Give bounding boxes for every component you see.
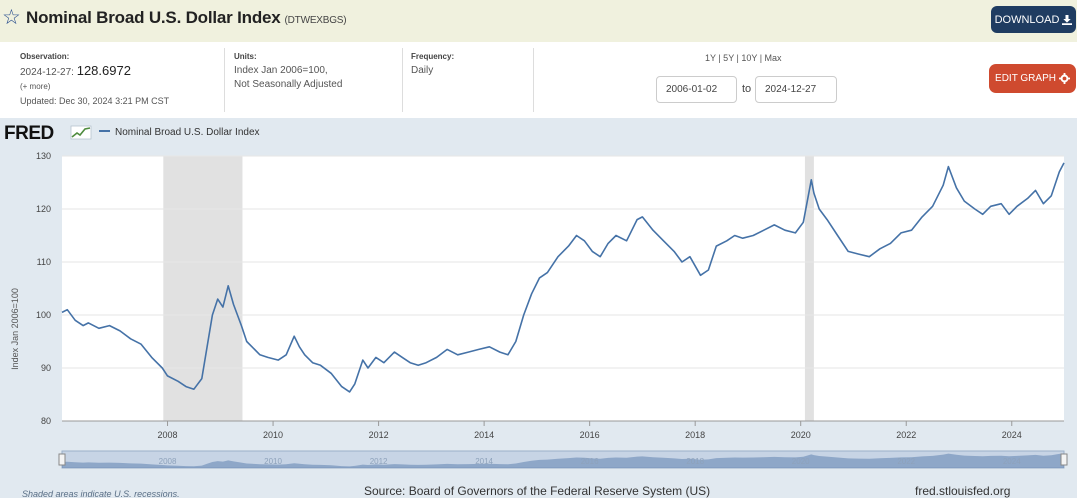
observation-block: Observation: 2024-12-27: 128.6972 (+ mor… bbox=[20, 50, 169, 108]
chart-svg: FRED Nominal Broad U.S. Dollar Index Ind… bbox=[4, 123, 1068, 499]
legend-label: Nominal Broad U.S. Dollar Index bbox=[115, 127, 260, 138]
x-tick-label: 2022 bbox=[896, 430, 916, 440]
navigator-tick-label: 2018 bbox=[686, 457, 704, 466]
navigator-tick-label: 2020 bbox=[792, 457, 810, 466]
observation-label: Observation: bbox=[20, 52, 70, 61]
units-line-2: Not Seasonally Adjusted bbox=[234, 79, 343, 90]
x-tick-label: 2012 bbox=[369, 430, 389, 440]
download-label: DOWNLOAD bbox=[994, 13, 1060, 26]
navigator-area bbox=[62, 453, 1064, 468]
navigator-tick-label: 2008 bbox=[159, 457, 177, 466]
updated-text: Updated: Dec 30, 2024 3:21 PM CST bbox=[20, 96, 170, 106]
start-date-input[interactable]: 2006-01-02 bbox=[656, 76, 737, 103]
chart-area: FRED Nominal Broad U.S. Dollar Index Ind… bbox=[0, 118, 1077, 499]
series-id: (DTWEXBGS) bbox=[284, 15, 347, 26]
units-line-1: Index Jan 2006=100, bbox=[234, 65, 328, 76]
fred-logo-graph-line bbox=[71, 127, 91, 138]
fred-logo: FRED bbox=[4, 123, 92, 144]
observation-date: 2024-12-27: bbox=[20, 67, 74, 78]
edit-graph-label: EDIT GRAPH bbox=[995, 73, 1056, 84]
title-bar: ☆ Nominal Broad U.S. Dollar Index (DTWEXB… bbox=[0, 0, 1077, 42]
y-axis-label: Index Jan 2006=100 bbox=[10, 288, 20, 370]
x-tick-label: 2010 bbox=[263, 430, 283, 440]
x-tick-label: 2016 bbox=[580, 430, 600, 440]
to-label: to bbox=[742, 83, 752, 95]
fred-logo-text: FRED bbox=[4, 123, 54, 144]
range-navigator[interactable]: 2008 2010 2012 2014 2016 2018 2020 2022 2024 bbox=[58, 450, 1068, 469]
more-link[interactable]: (+ more) bbox=[20, 82, 51, 91]
gear-icon bbox=[1058, 73, 1070, 84]
units-block: Units: Index Jan 2006=100, Not Seasonall… bbox=[224, 48, 342, 112]
series-info-panel: Observation: 2024-12-27: 128.6972 (+ mor… bbox=[0, 42, 1077, 118]
frequency-block: Frequency: Daily bbox=[402, 48, 454, 112]
download-icon bbox=[1062, 14, 1073, 25]
frequency-label: Frequency: bbox=[411, 52, 455, 61]
y-tick-label: 110 bbox=[37, 257, 51, 267]
x-tick-label: 2014 bbox=[474, 430, 494, 440]
site-link[interactable]: fred.stlouisfed.org bbox=[915, 484, 1010, 498]
navigator-right-handle[interactable] bbox=[1060, 453, 1068, 466]
navigator-tick-label: 2016 bbox=[581, 457, 599, 466]
frequency-value: Daily bbox=[411, 65, 434, 76]
y-tick-label: 80 bbox=[41, 416, 51, 426]
navigator-tick-label: 2012 bbox=[370, 457, 388, 466]
range-options[interactable]: 1Y | 5Y | 10Y | Max bbox=[705, 53, 782, 63]
x-tick-label: 2008 bbox=[158, 430, 178, 440]
source-text: Source: Board of Governors of the Federa… bbox=[364, 484, 710, 498]
download-button[interactable]: DOWNLOAD bbox=[991, 6, 1076, 33]
x-tick-label: 2018 bbox=[685, 430, 705, 440]
x-tick-label: 2020 bbox=[791, 430, 811, 440]
navigator-tick-label: 2022 bbox=[897, 457, 915, 466]
navigator-tick-label: 2024 bbox=[1003, 457, 1021, 466]
recession-band-0 bbox=[163, 156, 243, 421]
navigator-left-handle[interactable] bbox=[58, 453, 66, 466]
y-tick-label: 130 bbox=[36, 151, 51, 161]
units-label: Units: bbox=[234, 52, 257, 61]
y-tick-label: 90 bbox=[41, 363, 51, 373]
y-tick-label: 100 bbox=[36, 310, 51, 320]
navigator-tick-label: 2010 bbox=[264, 457, 282, 466]
series-title: Nominal Broad U.S. Dollar Index (DTWEXBGS… bbox=[26, 8, 347, 28]
edit-graph-button[interactable]: EDIT GRAPH bbox=[989, 64, 1076, 93]
end-date-input[interactable]: 2024-12-27 bbox=[755, 76, 837, 103]
navigator-tick-label: 2014 bbox=[475, 457, 493, 466]
observation-value: 128.6972 bbox=[76, 63, 131, 78]
recession-note: Shaded areas indicate U.S. recessions. bbox=[22, 489, 180, 498]
series-title-text: Nominal Broad U.S. Dollar Index bbox=[26, 8, 281, 27]
range-divider bbox=[533, 48, 534, 112]
x-tick-label: 2024 bbox=[1002, 430, 1022, 440]
recession-band-1 bbox=[804, 156, 814, 421]
star-outline-icon[interactable]: ☆ bbox=[2, 6, 21, 29]
series-line-dollar-index bbox=[61, 162, 1065, 393]
y-tick-label: 120 bbox=[36, 204, 51, 214]
